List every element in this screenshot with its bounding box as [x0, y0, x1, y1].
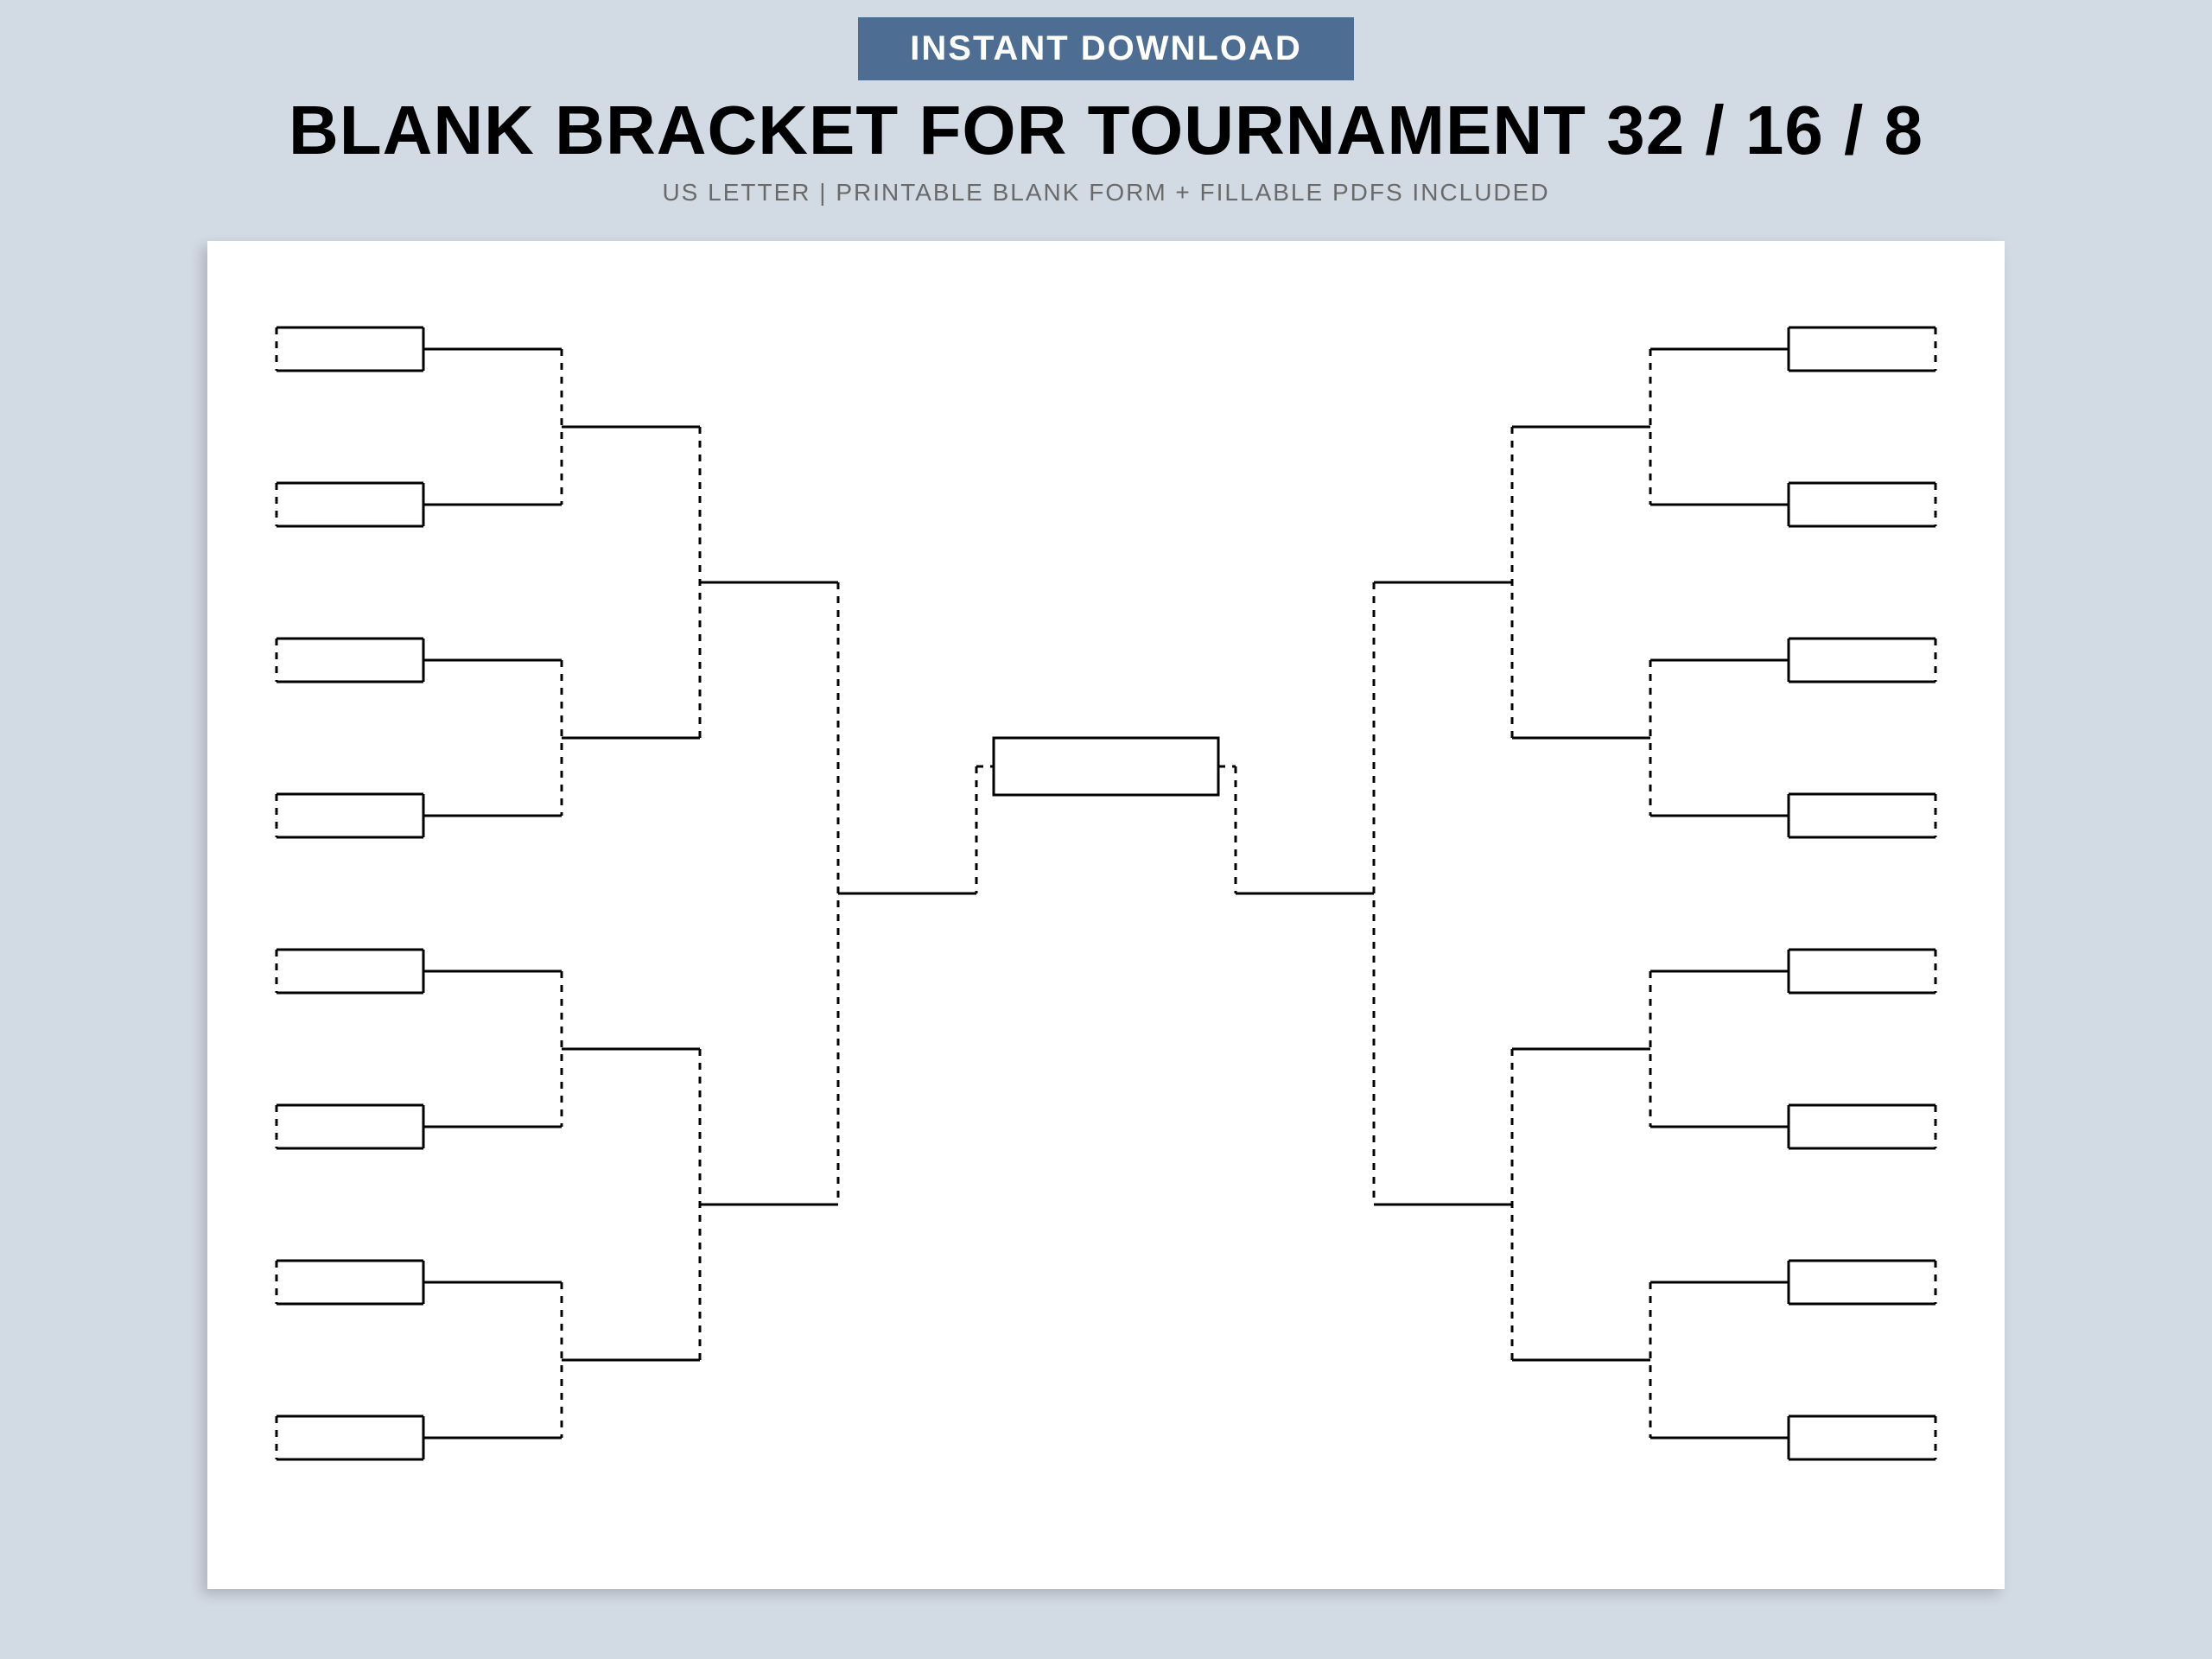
banner: INSTANT DOWNLOAD [858, 17, 1353, 80]
page: INSTANT DOWNLOAD BLANK BRACKET FOR TOURN… [0, 0, 2212, 1659]
title: BLANK BRACKET FOR TOURNAMENT 32 / 16 / 8 [289, 91, 1923, 170]
banner-text: INSTANT DOWNLOAD [910, 29, 1301, 67]
bracket-diagram [207, 241, 2005, 1589]
sheet-wrap [207, 241, 2005, 1589]
subtitle: US LETTER | PRINTABLE BLANK FORM + FILLA… [662, 179, 1549, 207]
bracket-sheet [207, 241, 2005, 1589]
